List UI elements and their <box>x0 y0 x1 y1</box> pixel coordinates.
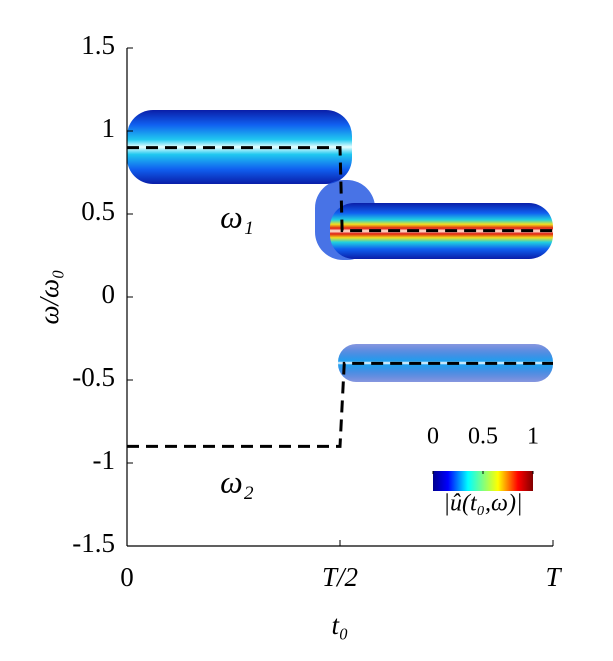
ridge-blob <box>330 203 553 259</box>
y-tick-label: 0.5 <box>81 196 115 226</box>
spectrogram <box>127 110 553 382</box>
y-tick-label: -1.5 <box>72 528 115 558</box>
series-label: ω₂ <box>220 463 254 499</box>
series-label: ω₁ <box>220 198 254 234</box>
y-tick-label: 0 <box>102 279 116 309</box>
ridge-line <box>127 146 553 233</box>
colorbar-label: |û(t₀,ω)| <box>443 491 522 517</box>
x-axis-label: t₀ <box>332 610 349 640</box>
y-axis-label: ω/ω₀ <box>34 269 64 324</box>
y-tick-label: 1 <box>102 113 116 143</box>
x-tick-label: T <box>545 562 562 592</box>
y-tick-label: -0.5 <box>72 362 115 392</box>
y-tick-label: -1 <box>93 445 116 475</box>
x-tick-label: 0 <box>120 562 134 592</box>
ridge-line <box>127 361 553 448</box>
x-tick-label: T/2 <box>322 562 358 592</box>
ridge-blob <box>338 344 553 382</box>
y-tick-label: 1.5 <box>81 30 115 60</box>
colorbar-tick-label: 0 <box>427 424 439 450</box>
ridge-blob <box>127 110 352 184</box>
colorbar <box>433 471 533 491</box>
colorbar-tick-label: 1 <box>527 424 539 450</box>
colorbar-tick-label: 0.5 <box>468 424 498 450</box>
